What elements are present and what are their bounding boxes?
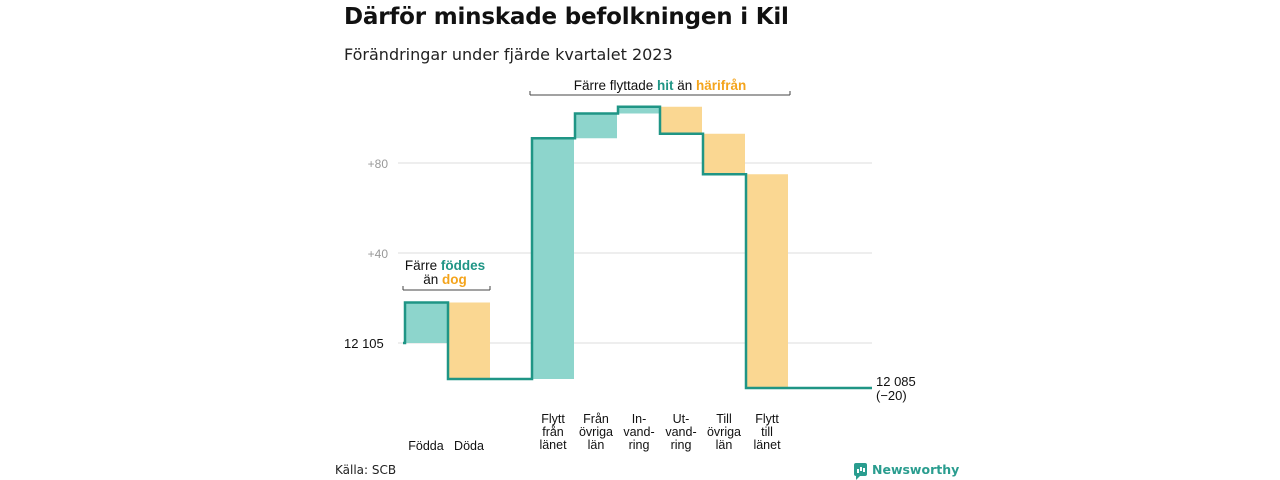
bar-6: [703, 133, 745, 175]
gridline-label-1: +80: [368, 157, 389, 171]
category-label-7: Flytt till länet: [753, 412, 781, 452]
end-value-label: 12 085: [876, 374, 916, 389]
newsworthy-icon: [854, 463, 867, 480]
category-label-2: Flytt från länet: [539, 412, 567, 452]
brand-logo: Newsworthy: [854, 462, 960, 480]
annotation-bracket-births-deaths: [402, 286, 491, 291]
annotation-births-deaths-line1: Färre föddes: [405, 258, 485, 273]
bar-0: [405, 302, 447, 343]
brand-name: Newsworthy: [872, 462, 960, 477]
chart-subtitle: Förändringar under fjärde kvartalet 2023: [344, 45, 673, 64]
category-label-4: In-vand-ring: [623, 412, 654, 452]
gridline-label-0: +40: [368, 247, 389, 261]
bar-2: [532, 138, 574, 379]
running-total-line: [403, 105, 872, 390]
category-label-5: Ut-vand-ring: [665, 412, 696, 452]
category-label-3: Från övriga län: [579, 412, 613, 452]
annotation-migration: Färre flyttade hit än härifrån: [574, 78, 747, 93]
annotation-bracket-migration: [529, 91, 791, 96]
category-label-0: Födda: [408, 439, 443, 453]
bar-3: [575, 113, 617, 139]
bar-7: [746, 174, 788, 388]
category-label-6: Till övriga län: [707, 412, 741, 452]
bar-5: [660, 106, 702, 134]
chart-title: Därför minskade befolkningen i Kil: [344, 4, 789, 30]
bar-4: [618, 106, 660, 114]
annotation-births-deaths-line2: än dog: [423, 272, 467, 287]
category-labels: Födda Döda Flytt från länet Från övriga län In-v…: [344, 336, 916, 453]
running-total-path: [403, 105, 872, 390]
bar-1: [448, 302, 490, 379]
bars: [405, 106, 788, 388]
category-label-1: Döda: [454, 439, 484, 453]
source-note: Källa: SCB: [335, 463, 397, 477]
start-value-label: 12 105: [344, 336, 384, 351]
end-change-label: (−20): [876, 388, 907, 403]
